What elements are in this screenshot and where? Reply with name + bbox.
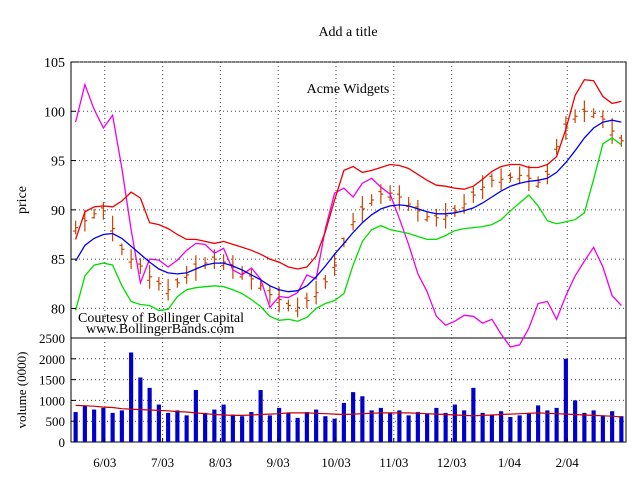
x-tick-label: 7/03 — [151, 455, 174, 470]
volume-tick-label: 500 — [46, 414, 66, 429]
x-tick-label: 12/03 — [437, 455, 467, 470]
volume-axis-label: volume (0000) — [14, 352, 29, 429]
price-tick-label: 95 — [51, 155, 65, 170]
grid-layer — [71, 61, 626, 442]
price-tick-label: 85 — [51, 253, 65, 268]
x-tick-label: 8/03 — [209, 455, 232, 470]
price-tick-label: 100 — [44, 105, 65, 120]
axis-labels: 6/03 7/03 8/03 9/03 10/03 11/03 12/03 1/04 2/04 8… — [39, 56, 579, 470]
volume-bars — [73, 352, 624, 442]
indicator-lines — [74, 79, 622, 348]
x-tick-label: 1/04 — [498, 455, 522, 470]
volume-panel-frame — [70, 337, 627, 443]
volume-tick-label: 1000 — [39, 393, 65, 408]
bollinger-lower-band — [74, 137, 622, 322]
volume-tick-label: 2000 — [39, 352, 65, 367]
bollinger-middle-band — [75, 119, 622, 293]
volume-tick-label: 2500 — [39, 331, 65, 346]
credit-line-1: Courtesy of Bollinger Capital — [78, 311, 244, 326]
x-tick-label: 2/04 — [556, 455, 580, 470]
oscillator-line — [74, 82, 622, 348]
bollinger-upper-band — [74, 79, 622, 270]
price-tick-label: 105 — [44, 56, 65, 71]
chart-title: Add a title — [318, 25, 377, 40]
price-panel-frame — [70, 61, 627, 339]
price-tick-label: 90 — [51, 204, 65, 219]
x-tick-label: 6/03 — [93, 455, 116, 470]
annotation-title: Acme Widgets — [307, 82, 390, 97]
price-bars — [73, 100, 624, 318]
x-tick-label: 11/03 — [379, 455, 408, 470]
price-tick-label: 80 — [51, 302, 65, 317]
volume-tick-label: 0 — [59, 435, 66, 450]
price-axis-label: price — [15, 186, 30, 214]
credit-line-2: www.BollingerBands.com — [86, 322, 235, 337]
x-tick-label: 9/03 — [267, 455, 290, 470]
volume-ma-line — [75, 404, 622, 418]
x-tick-label: 10/03 — [321, 455, 351, 470]
volume-tick-label: 1500 — [39, 373, 65, 388]
